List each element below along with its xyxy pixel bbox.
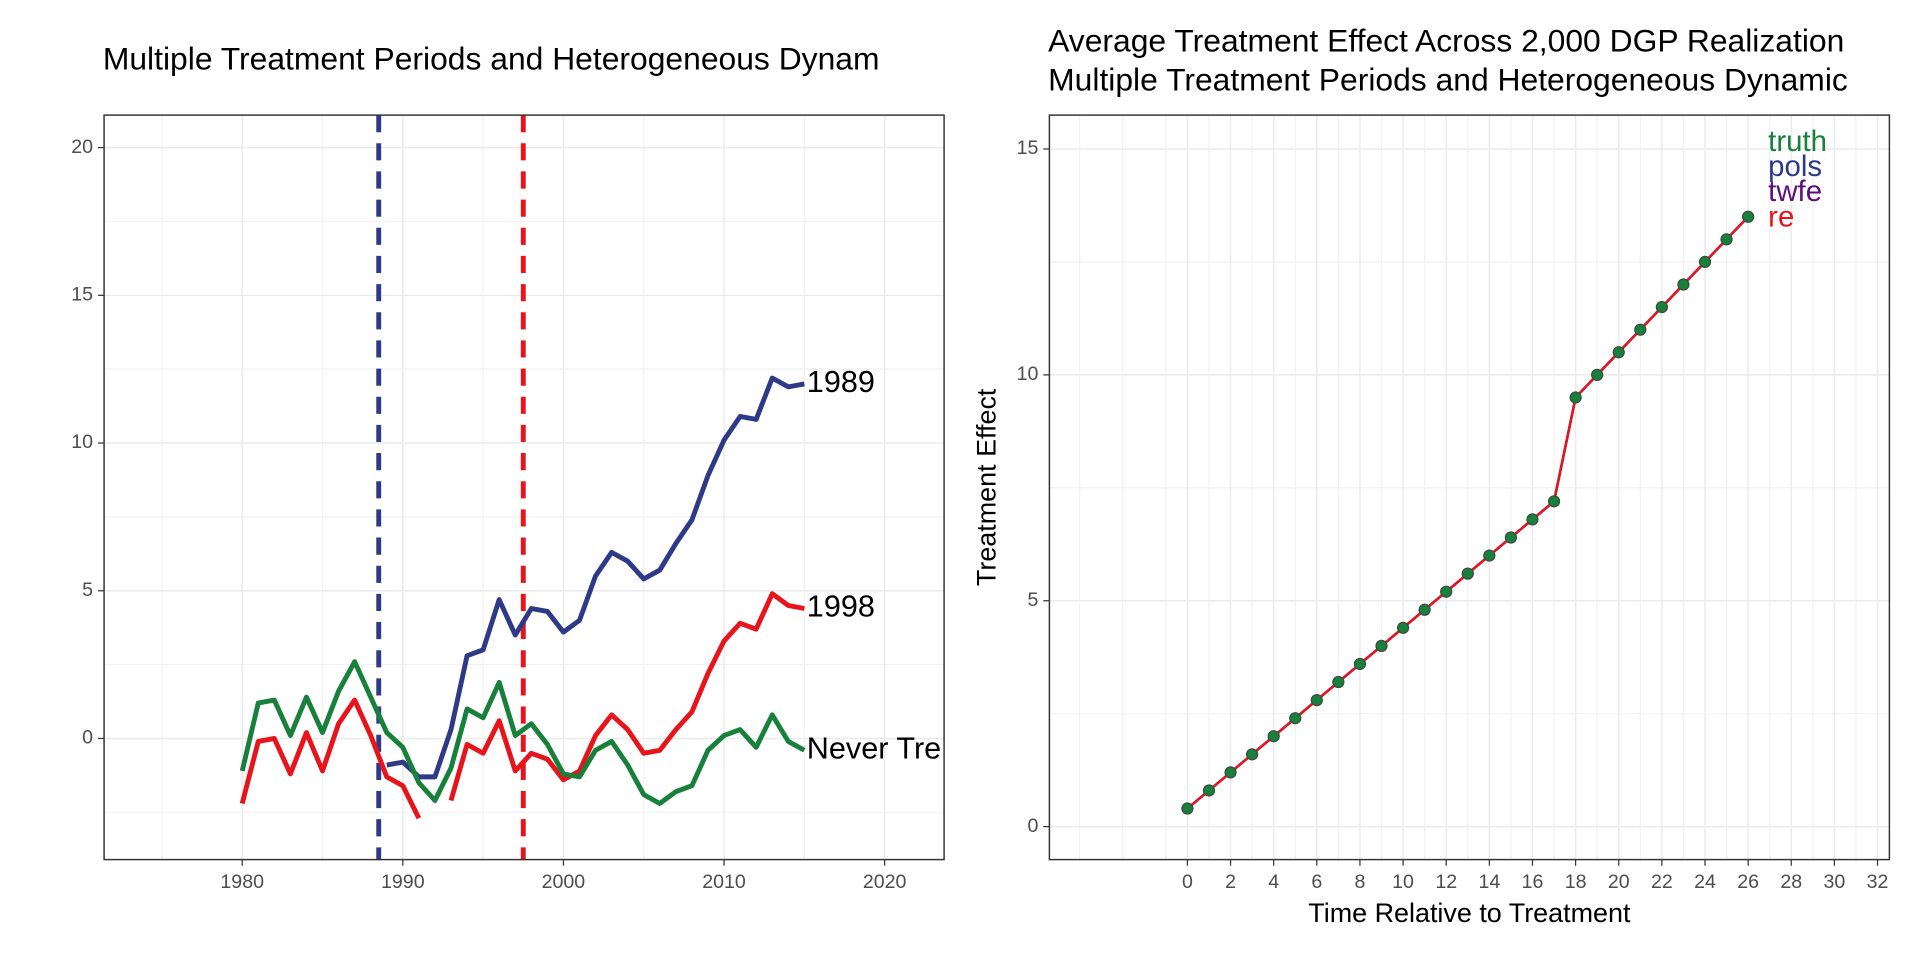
y-tick-label: 10 xyxy=(71,431,93,453)
y-axis-label: Treatment Effect xyxy=(971,388,1001,586)
x-tick-label: 2020 xyxy=(863,871,907,893)
point xyxy=(1698,255,1712,269)
y-tick-label: 15 xyxy=(1017,137,1039,159)
point xyxy=(1742,210,1755,223)
plot-area xyxy=(1181,210,1755,815)
y-tick-label: 5 xyxy=(1027,589,1038,611)
series-line xyxy=(239,697,422,820)
point xyxy=(1483,549,1496,562)
point xyxy=(1677,278,1690,291)
legend-entry: re xyxy=(1768,200,1794,233)
panel-border xyxy=(103,114,945,861)
y-tick-label: 5 xyxy=(82,579,93,601)
point xyxy=(1655,300,1668,314)
x-tick-label: 2 xyxy=(1225,871,1236,893)
x-tick-label: 1980 xyxy=(220,871,264,893)
series-line xyxy=(448,591,805,802)
x-tick-label: 28 xyxy=(1780,871,1802,893)
x-tick-label: 26 xyxy=(1737,871,1759,893)
point xyxy=(1591,368,1604,381)
y-tick-label: 0 xyxy=(1027,815,1038,837)
point xyxy=(1181,802,1194,815)
series-line xyxy=(386,375,805,780)
x-tick-label: 20 xyxy=(1608,871,1630,893)
point xyxy=(1720,233,1733,246)
x-axis-label: Time Relative to Treatment xyxy=(1308,898,1631,928)
x-tick-label: 8 xyxy=(1354,871,1365,893)
point xyxy=(1526,513,1539,526)
panel: Multiple Treatment Periods and Heterogen… xyxy=(71,41,945,893)
point xyxy=(1547,495,1561,508)
panel: Average Treatment Effect Across 2,000 DG… xyxy=(971,22,1891,928)
x-tick-label: 32 xyxy=(1867,871,1889,893)
x-tick-label: 18 xyxy=(1565,871,1587,893)
x-tick-label: 30 xyxy=(1824,871,1846,893)
x-tick-label: 24 xyxy=(1694,871,1716,893)
x-tick-label: 10 xyxy=(1392,871,1414,893)
y-tick-label: 0 xyxy=(82,727,93,749)
line-end-label: 1998 xyxy=(807,590,875,624)
y-tick-label: 20 xyxy=(71,136,93,158)
line-end-label: 1989 xyxy=(807,365,875,399)
point xyxy=(1310,694,1323,707)
point xyxy=(1569,391,1582,404)
x-tick-label: 22 xyxy=(1651,871,1673,893)
point xyxy=(1245,748,1259,761)
point xyxy=(1202,784,1216,797)
x-tick-label: 14 xyxy=(1478,871,1500,893)
point xyxy=(1418,603,1431,616)
y-tick-label: 15 xyxy=(71,283,93,305)
x-tick-label: 0 xyxy=(1182,871,1193,893)
series-line xyxy=(239,659,806,806)
chart-title: Multiple Treatment Periods and Heterogen… xyxy=(103,41,880,77)
point xyxy=(1289,712,1302,725)
x-tick-label: 4 xyxy=(1268,871,1279,893)
point xyxy=(1353,657,1367,671)
point xyxy=(1396,621,1410,634)
x-tick-label: 2010 xyxy=(702,871,746,893)
line-end-label: Never Tre xyxy=(807,731,941,765)
point xyxy=(1224,766,1237,779)
plot-area xyxy=(239,115,806,860)
chart-title: Multiple Treatment Periods and Heterogen… xyxy=(1048,61,1848,97)
x-tick-label: 16 xyxy=(1522,871,1544,893)
x-tick-label: 1990 xyxy=(381,871,425,893)
x-tick-label: 6 xyxy=(1311,871,1322,893)
x-tick-label: 12 xyxy=(1435,871,1457,893)
point xyxy=(1504,531,1518,544)
point xyxy=(1267,730,1280,743)
point xyxy=(1375,639,1388,653)
point xyxy=(1634,323,1647,336)
legend-entry: twfe xyxy=(1768,175,1822,208)
y-tick-label: 10 xyxy=(1017,363,1039,385)
panel-border xyxy=(1048,114,1891,861)
chart-title: Average Treatment Effect Across 2,000 DG… xyxy=(1048,22,1844,58)
point xyxy=(1440,585,1453,598)
x-tick-label: 2000 xyxy=(542,871,586,893)
point xyxy=(1612,346,1625,359)
legend-entry: pols xyxy=(1768,150,1822,183)
legend-entry: truth xyxy=(1768,125,1827,158)
point xyxy=(1461,567,1474,580)
point xyxy=(1332,675,1345,689)
